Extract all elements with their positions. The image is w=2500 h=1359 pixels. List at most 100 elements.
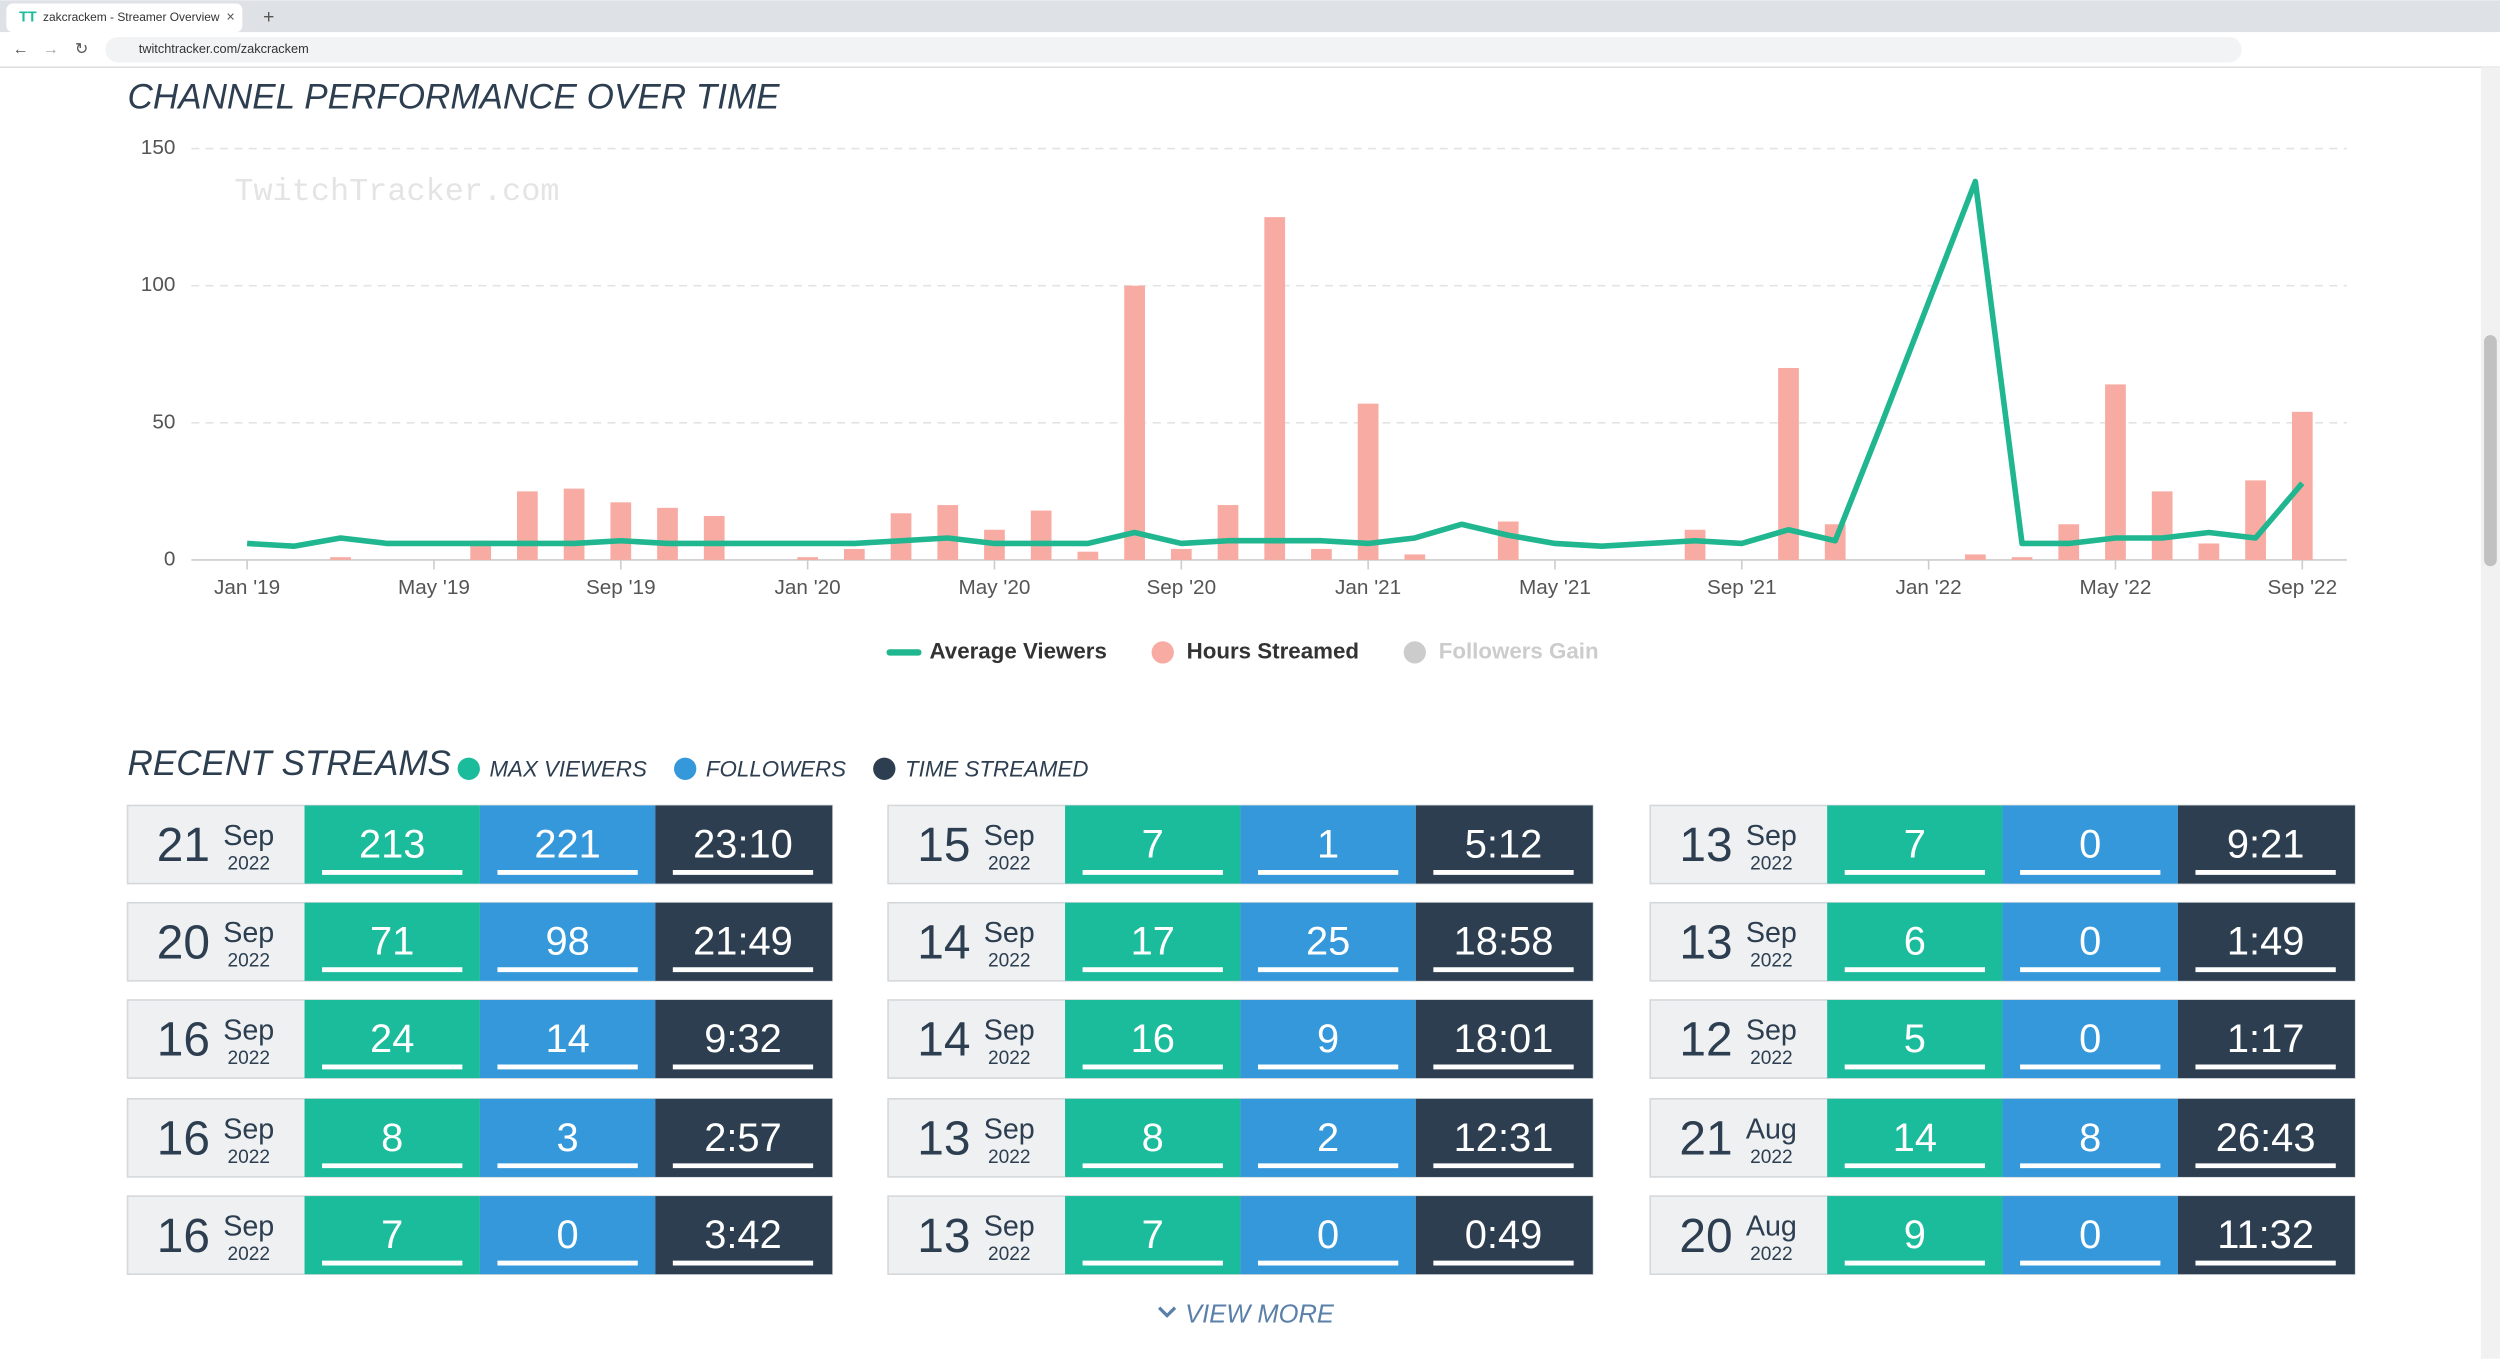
stream-day: 14 (917, 1014, 970, 1067)
view-more[interactable]: VIEW MORE (1185, 1300, 1335, 1328)
stream-year: 2022 (227, 951, 270, 972)
legend-label: FOLLOWERS (706, 756, 846, 781)
legend-marker (1151, 641, 1174, 664)
forward-button[interactable]: → (43, 41, 59, 58)
bar (703, 516, 725, 560)
legend-label[interactable]: Hours Streamed (1187, 638, 1359, 663)
stream-year: 2022 (1750, 1244, 1793, 1265)
bar (1217, 505, 1239, 560)
bar (2011, 557, 2033, 560)
stream-day: 13 (1679, 819, 1732, 872)
stat-value: 21:49 (693, 920, 793, 964)
stat-value: 1:49 (2227, 920, 2305, 964)
reload-button[interactable]: ↻ (75, 41, 88, 58)
stat-value: 8 (381, 1116, 403, 1160)
stream-day: 16 (157, 1113, 210, 1166)
stream-year: 2022 (1750, 1048, 1793, 1069)
stat-value: 7 (381, 1213, 403, 1257)
address-bar[interactable] (105, 36, 2242, 63)
stat-value: 3 (557, 1116, 579, 1160)
stream-month: Sep (223, 820, 274, 852)
stream-month: Sep (984, 1113, 1035, 1145)
x-tick-label: May '19 (398, 576, 470, 599)
section-heading: CHANNEL PERFORMANCE OVER TIME (128, 77, 781, 116)
stat-value: 0 (2079, 822, 2101, 866)
stream-year: 2022 (227, 1147, 270, 1168)
y-tick-label: 100 (141, 273, 176, 296)
bar (1124, 285, 1145, 560)
stream-day: 20 (1679, 1210, 1732, 1263)
stream-month: Sep (984, 917, 1035, 949)
stream-month: Sep (223, 1014, 274, 1046)
bar (890, 513, 912, 560)
x-tick-label: Jan '20 (775, 576, 841, 599)
tab-title: zakcrackem - Streamer Overview (43, 10, 220, 24)
tab[interactable] (6, 3, 243, 33)
stat-value: 5 (1904, 1017, 1926, 1061)
legend-label[interactable]: Followers Gain (1439, 638, 1599, 663)
stream-day: 14 (917, 916, 970, 969)
stream-day: 16 (157, 1210, 210, 1263)
x-tick-label: Sep '22 (2267, 576, 2337, 599)
bar (1030, 510, 1052, 560)
x-tick-label: May '21 (1519, 576, 1591, 599)
stat-value: 9:32 (704, 1017, 782, 1061)
stream-year: 2022 (988, 853, 1031, 874)
legend-marker (457, 757, 480, 780)
stream-month: Sep (1746, 1014, 1797, 1046)
bar (517, 491, 538, 560)
stream-month: Sep (984, 1211, 1035, 1243)
stat-value: 11:32 (2217, 1213, 2314, 1257)
stream-day: 13 (917, 1210, 970, 1263)
stat-value: 0 (2079, 1017, 2101, 1061)
stream-month: Aug (1746, 1113, 1797, 1145)
stream-year: 2022 (227, 1244, 270, 1265)
scrollbar (2480, 67, 2500, 1359)
stream-year: 2022 (988, 1048, 1031, 1069)
new-tab[interactable]: + (263, 7, 274, 28)
x-tick-label: Sep '20 (1146, 576, 1216, 599)
stat-value: 0 (557, 1213, 579, 1257)
bar (1311, 548, 1332, 560)
legend-label: TIME STREAMED (905, 756, 1088, 781)
stat-value: 14 (1893, 1116, 1937, 1160)
stream-month: Aug (1746, 1211, 1797, 1243)
bar (330, 557, 351, 560)
legend-label: MAX VIEWERS (489, 756, 647, 781)
stat-value: 5:12 (1465, 822, 1543, 866)
stream-day: 21 (157, 819, 210, 872)
y-tick-label: 0 (164, 547, 176, 570)
stream-day: 15 (917, 819, 970, 872)
stat-value: 98 (545, 920, 589, 964)
back-button[interactable]: ← (13, 41, 29, 58)
legend-label[interactable]: Average Viewers (930, 638, 1107, 663)
stream-month: Sep (1746, 820, 1797, 852)
x-tick-label: Jan '21 (1335, 576, 1401, 599)
stat-value: 0 (1317, 1213, 1339, 1257)
stat-value: 24 (370, 1017, 414, 1061)
stat-value: 221 (534, 822, 600, 866)
stat-value: 9:21 (2227, 822, 2305, 866)
scrollbar-thumb[interactable] (2484, 335, 2497, 567)
stat-value: 16 (1131, 1017, 1175, 1061)
bar (1497, 521, 1519, 560)
stat-value: 0 (2079, 920, 2101, 964)
bar (1964, 554, 1986, 560)
stat-value: 2:57 (704, 1116, 782, 1160)
url: twitchtracker.com/zakcrackem (139, 41, 309, 56)
x-tick-label: May '22 (2080, 576, 2152, 599)
x-tick-label: May '20 (959, 576, 1031, 599)
bar (1264, 217, 1286, 560)
x-tick-label: Sep '19 (586, 576, 656, 599)
y-tick-label: 150 (141, 136, 176, 159)
stat-value: 213 (359, 822, 425, 866)
stream-year: 2022 (227, 1048, 270, 1069)
bar (1170, 548, 1192, 560)
chevron-icon (1157, 1306, 1177, 1318)
tab-close[interactable]: × (226, 10, 234, 26)
favicon: TT (19, 10, 37, 26)
bar (1404, 554, 1426, 560)
stream-year: 2022 (1750, 951, 1793, 972)
